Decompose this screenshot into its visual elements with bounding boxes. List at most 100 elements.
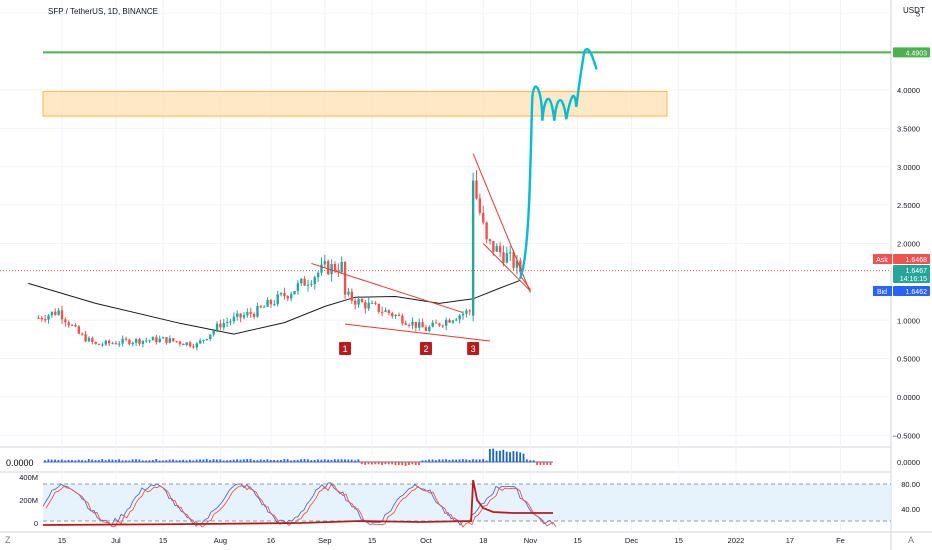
candle-body <box>239 313 242 318</box>
oscillator-bar <box>468 459 471 462</box>
oscillator-bar <box>377 462 380 465</box>
candle-body <box>512 252 515 268</box>
trendlines[interactable] <box>311 153 531 342</box>
oscillator-bar <box>522 453 525 462</box>
candle-body <box>148 340 151 342</box>
candle-body <box>424 327 428 332</box>
time-tick-label: 16 <box>267 536 275 545</box>
time-axis[interactable]: 15 Jul 15 Aug 16 Sep 15 Oct 18 Nov 15 Dec 15 2022 17 Fe <box>58 536 845 545</box>
candle-body <box>155 337 158 343</box>
oscillator-bar <box>202 459 205 462</box>
price-tick-label: 5 <box>916 9 920 18</box>
last-price-tag-text: 14:16:15 <box>900 276 927 283</box>
oscillator-bar <box>435 460 437 462</box>
candle-body <box>283 293 286 297</box>
candle-body <box>519 260 522 272</box>
candle-body <box>380 311 384 313</box>
candle-body <box>175 341 178 343</box>
time-tick-label: Sep <box>318 536 331 545</box>
oscillator-bar <box>242 459 245 462</box>
oscillator-bar <box>317 459 319 462</box>
oscillator-bar <box>84 460 87 462</box>
candle-body <box>367 302 370 309</box>
oscillator-bar <box>108 459 110 462</box>
stochastic-pane: 400M 200M 0 80.00 40.00 <box>19 473 920 528</box>
oscillator-bar <box>394 462 397 466</box>
candle-body <box>286 296 289 299</box>
oscillator-bar <box>60 459 63 462</box>
oscillator-bar <box>475 459 478 462</box>
oscillator-bar <box>131 459 134 462</box>
candle-body <box>482 212 485 223</box>
oscillator-bar <box>128 460 131 462</box>
candle-body <box>431 322 434 327</box>
candle-body <box>323 261 327 265</box>
oscillator-bar <box>259 459 262 462</box>
volume-tick-label: 400M <box>19 473 38 482</box>
oscillator-bar <box>519 452 522 462</box>
oscillator-bar <box>310 460 313 462</box>
candle-body <box>202 339 205 341</box>
oscillator-bar <box>306 459 309 462</box>
candle-body <box>316 272 320 278</box>
resistance-tag-text: 4.4903 <box>906 50 928 57</box>
oscillator-bar <box>485 460 488 462</box>
oscillator-bar <box>431 459 434 462</box>
candle-body <box>471 180 475 316</box>
candle-body <box>384 310 387 312</box>
oscillator-bar <box>549 462 552 465</box>
candle-body <box>209 334 212 339</box>
oscillator-label: 0.0000 <box>6 458 34 468</box>
oscillator-bar <box>212 459 215 462</box>
time-tick-label: Dec <box>625 536 639 545</box>
time-tick-label: 15 <box>368 536 376 545</box>
candle-body <box>37 317 40 319</box>
oscillator-bar <box>539 462 542 465</box>
oscillator-bar <box>47 459 50 462</box>
oscillator-bar <box>387 462 390 465</box>
oscillator-bar <box>546 462 549 465</box>
candles <box>37 170 522 351</box>
candle-body <box>441 325 445 327</box>
candle-body <box>124 338 128 340</box>
time-tick-label: Aug <box>214 536 227 545</box>
log-scale-toggle[interactable]: Z <box>5 535 11 545</box>
oscillator-bar <box>263 460 265 462</box>
trendline <box>472 153 531 293</box>
candle-body <box>455 319 458 321</box>
time-tick-label: Jul <box>111 536 121 545</box>
auto-scale-toggle[interactable]: A <box>908 535 914 545</box>
oscillator-bar <box>283 459 286 462</box>
oscillator-bar <box>323 459 326 462</box>
candle-body <box>411 321 414 326</box>
candle-body <box>252 313 256 317</box>
candle-body <box>320 264 323 273</box>
candle-body <box>347 291 350 295</box>
candle-body <box>377 303 380 312</box>
oscillator-bar <box>141 460 144 462</box>
candle-body <box>77 326 81 334</box>
oscillator-bar <box>148 460 151 462</box>
candle-body <box>337 270 340 273</box>
price-axis[interactable]: 5 4.0000 3.5000 3.0000 2.5000 2.0000 1.0000 0.5… <box>893 9 920 440</box>
oscillator-bar <box>455 459 458 462</box>
oscillator-bar <box>256 460 259 462</box>
oscillator-bar <box>418 462 420 465</box>
oscillator-bar <box>165 460 168 462</box>
candle-body <box>212 330 215 335</box>
oscillator-bar <box>276 460 279 462</box>
candle-body <box>172 338 175 342</box>
oscillator-bar <box>515 451 518 462</box>
oscillator-bar <box>249 459 252 462</box>
candle-body <box>198 340 202 344</box>
candle-body <box>182 343 185 346</box>
oscillator-bar <box>401 462 404 466</box>
price-tick-label: 0.0000 <box>897 393 920 402</box>
candle-body <box>428 326 431 332</box>
oscillator-bar <box>384 462 387 465</box>
oscillator-bar <box>542 462 545 465</box>
projection-path[interactable] <box>519 47 598 280</box>
price-tick-label: 2.0000 <box>897 240 920 249</box>
candle-body <box>168 338 172 343</box>
